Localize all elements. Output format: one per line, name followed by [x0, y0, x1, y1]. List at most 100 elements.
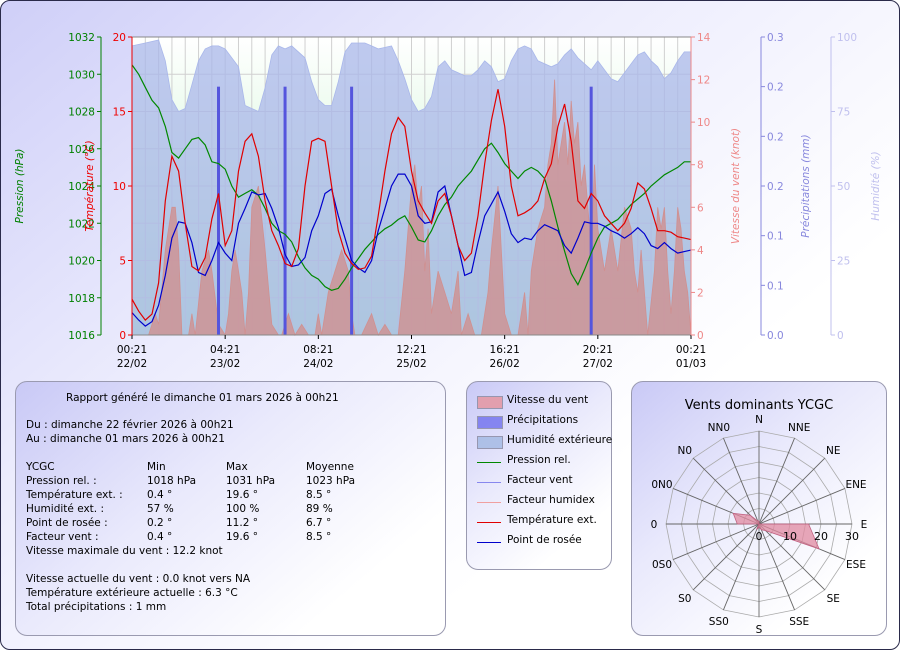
precip-bar: [589, 86, 593, 336]
axis-title-precip: Précipitations (mm): [800, 134, 812, 238]
legend-label: Facteur humidex: [507, 494, 595, 506]
rose-direction-label: SE: [827, 593, 840, 605]
rose-spoke: [722, 523, 760, 611]
axis-tick-label-precip: 0.2: [767, 82, 784, 94]
rose-direction-label: S: [756, 624, 763, 635]
x-tick-label-date: 22/02: [117, 358, 147, 370]
legend-item: Facteur vent: [477, 474, 609, 488]
report-row-min: 0.2 °: [147, 517, 173, 529]
series-wind-area: [132, 79, 692, 337]
rose-scale-label: 0: [756, 530, 763, 543]
legend-label: Vitesse du vent: [507, 394, 589, 406]
wind-rose-panel: Vents dominants YCGC N NNE NE ENE E ESE SE SSE S…: [631, 381, 887, 636]
axis-tick-label-temperature: 0: [119, 330, 126, 342]
axis-tick-label-pressure: 1024: [68, 181, 95, 193]
legend-item: Pression rel.: [477, 454, 609, 468]
axis-tick-label-precip: 0.2: [767, 181, 784, 193]
wind-rose-chart: N NNE NE ENE E ESE SE SSE S SS0 S0 0S0 0 0N0 N0 NN0 0 10 2…: [651, 414, 868, 635]
legend-swatch: [477, 496, 501, 503]
axis-tick-label-wind: 6: [697, 202, 704, 214]
axis-tick-label-precip: 0.0: [767, 330, 784, 342]
report-row-avg: 8.5 °: [306, 531, 332, 543]
report-row-label: Facteur vent :: [26, 531, 99, 543]
precip-bar: [217, 86, 221, 336]
rose-direction-label: NN0: [708, 422, 730, 434]
axis-tick-label-humidity: 0: [837, 330, 844, 342]
legend-label: Facteur vent: [507, 474, 573, 486]
x-tick-label-time: 12:21: [396, 344, 426, 356]
rose-direction-label: E: [861, 519, 868, 531]
legend-swatch: [477, 516, 501, 523]
x-tick-label-time: 08:21: [303, 344, 333, 356]
rose-direction-label: SS0: [709, 616, 729, 628]
legend-item: Humidité extérieure: [477, 434, 612, 449]
legend-item: Vitesse du vent: [477, 394, 609, 409]
axis-tick-label-pressure: 1020: [68, 256, 95, 268]
axis-tick-label-pressure: 1016: [68, 330, 95, 342]
rose-spoke: [692, 457, 760, 525]
report-row-min: 57 %: [147, 503, 174, 515]
legend-swatch: [477, 476, 501, 483]
report-col-avg: Moyenne: [306, 461, 354, 473]
legend-swatch: [477, 416, 503, 429]
rose-direction-label: N0: [677, 445, 692, 457]
report-col-min: Min: [147, 461, 166, 473]
report-current-wind: Vitesse actuelle du vent : 0.0 knot vers…: [26, 573, 251, 585]
x-tick-label-date: 25/02: [396, 358, 426, 370]
report-row-max: 1031 hPa: [226, 475, 276, 487]
axis-tick-label-pressure: 1018: [68, 293, 95, 305]
legend-swatch: [477, 436, 503, 449]
report-max-wind: Vitesse maximale du vent : 12.2 knot: [26, 545, 223, 557]
axis-tick-label-precip: 0.1: [767, 280, 784, 292]
legend-item: Précipitations: [477, 414, 609, 429]
rose-direction-label: 0N0: [651, 479, 672, 491]
report-current-temp: Température extérieure actuelle : 6.3 °C: [26, 587, 238, 599]
rose-direction-label: N: [755, 414, 763, 426]
report-station: YCGC: [26, 461, 55, 473]
report-row-max: 100 %: [226, 503, 260, 515]
report-to: Au : dimanche 01 mars 2026 à 00h21: [26, 433, 225, 445]
axis-tick-label-precip: 0.2: [767, 131, 784, 143]
report-title: Rapport généré le dimanche 01 mars 2026 …: [66, 392, 339, 404]
series-temperature-line-temp: [131, 89, 692, 321]
x-tick-label-date: 24/02: [303, 358, 333, 370]
report-row-min: 0.4 °: [147, 489, 173, 501]
x-tick-label-time: 04:21: [210, 344, 240, 356]
axis-tick-label-temperature: 10: [113, 181, 126, 193]
axis-tick-label-temperature: 5: [119, 256, 126, 268]
axis-tick-label-pressure: 1026: [68, 144, 95, 156]
rose-spoke: [758, 487, 846, 525]
axis-tick-label-wind: 8: [697, 160, 704, 172]
rose-direction-label: SSE: [789, 616, 809, 628]
legend-item: Point de rosée: [477, 534, 609, 548]
legend-label: Point de rosée: [507, 534, 582, 546]
report-from: Du : dimanche 22 février 2026 à 00h21: [26, 419, 234, 431]
report-row-avg: 1023 hPa: [306, 475, 356, 487]
rose-spoke: [722, 437, 760, 525]
axis-title-temperature: Température (°C): [84, 140, 96, 231]
report-row-avg: 6.7 °: [306, 517, 332, 529]
legend-label: Pression rel.: [507, 454, 571, 466]
x-tick-label-date: 01/03: [676, 358, 706, 370]
axis-tick-label-pressure: 1032: [68, 32, 95, 44]
rose-direction-label: ESE: [846, 559, 866, 571]
axis-tick-label-pressure: 1028: [68, 107, 95, 119]
report-row-max: 19.6 °: [226, 531, 258, 543]
rose-spoke: [758, 523, 796, 611]
x-tick-label-time: 00:21: [676, 344, 706, 356]
report-row-label: Humidité ext. :: [26, 503, 105, 515]
axis-tick-label-wind: 0: [697, 330, 704, 342]
axis-tick-label-precip: 0.3: [767, 32, 784, 44]
legend-swatch: [477, 456, 501, 463]
axis-tick-label-temperature: 20: [113, 32, 126, 44]
legend-item: Température ext.: [477, 514, 609, 528]
rose-direction-label: S0: [678, 593, 691, 605]
report-row-avg: 89 %: [306, 503, 333, 515]
axis-tick-label-temperature: 15: [113, 107, 126, 119]
axis-tick-label-pressure: 1022: [68, 218, 95, 230]
report-panel: Rapport généré le dimanche 01 mars 2026 …: [15, 381, 446, 636]
legend-panel: Vitesse du vent Précipitations Humidité …: [466, 381, 612, 570]
report-col-max: Max: [226, 461, 248, 473]
axis-title-pressure: Pression (hPa): [14, 149, 26, 224]
